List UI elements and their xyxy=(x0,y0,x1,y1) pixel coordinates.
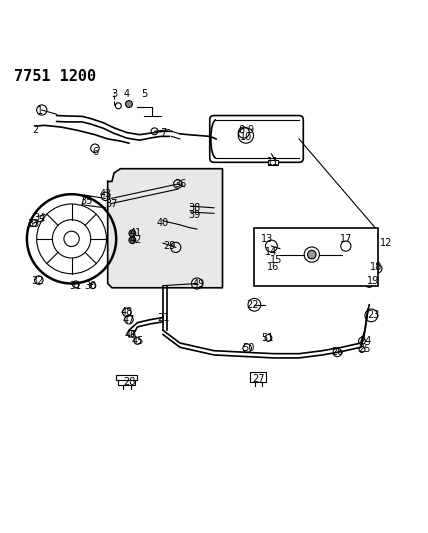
Text: 45: 45 xyxy=(131,336,144,346)
Circle shape xyxy=(129,237,136,244)
Bar xyxy=(116,375,137,379)
Text: 18: 18 xyxy=(369,262,382,272)
Text: 38: 38 xyxy=(189,203,201,213)
Text: 12: 12 xyxy=(380,238,392,248)
Text: 43: 43 xyxy=(99,189,112,199)
Text: 41: 41 xyxy=(129,228,142,238)
Text: 47: 47 xyxy=(123,314,135,325)
Polygon shape xyxy=(108,169,223,288)
Text: 4: 4 xyxy=(124,90,130,99)
Text: 30: 30 xyxy=(85,281,97,290)
Text: 22: 22 xyxy=(246,300,259,310)
Text: 36: 36 xyxy=(174,179,186,189)
Text: 48: 48 xyxy=(121,308,133,318)
Text: 24: 24 xyxy=(359,336,371,346)
Text: 50: 50 xyxy=(242,343,254,353)
Text: 3: 3 xyxy=(111,90,117,99)
Text: 25: 25 xyxy=(359,344,371,354)
Bar xyxy=(118,376,135,385)
Text: 15: 15 xyxy=(270,255,282,265)
Text: 6: 6 xyxy=(92,147,98,157)
Text: 23: 23 xyxy=(367,310,380,320)
Text: 33: 33 xyxy=(27,219,39,229)
Text: 40: 40 xyxy=(157,218,169,228)
FancyBboxPatch shape xyxy=(254,228,378,286)
Text: 2: 2 xyxy=(32,125,39,135)
Text: 7751 1200: 7751 1200 xyxy=(14,69,96,84)
Circle shape xyxy=(125,101,132,108)
Text: 11: 11 xyxy=(268,157,279,167)
Text: 49: 49 xyxy=(193,279,205,289)
FancyBboxPatch shape xyxy=(210,116,303,163)
Circle shape xyxy=(129,230,136,237)
Text: 21: 21 xyxy=(157,312,169,322)
Text: 19: 19 xyxy=(367,277,380,286)
Text: 8: 8 xyxy=(238,125,245,135)
Text: 16: 16 xyxy=(268,262,279,272)
Text: 31: 31 xyxy=(70,281,82,290)
Text: 1: 1 xyxy=(37,106,43,116)
Text: 29: 29 xyxy=(163,241,175,251)
Bar xyxy=(250,372,266,382)
Text: 27: 27 xyxy=(253,374,265,384)
Text: 28: 28 xyxy=(123,377,135,387)
Text: 37: 37 xyxy=(106,199,118,208)
Text: 7: 7 xyxy=(160,127,166,138)
Text: 42: 42 xyxy=(129,235,142,245)
Text: 13: 13 xyxy=(261,234,273,244)
Text: 46: 46 xyxy=(125,329,137,340)
Bar xyxy=(268,160,278,165)
Text: 35: 35 xyxy=(80,196,92,206)
Text: 5: 5 xyxy=(141,90,147,99)
Text: 32: 32 xyxy=(31,277,44,286)
Text: 34: 34 xyxy=(33,213,46,223)
Text: 9: 9 xyxy=(247,125,253,135)
Text: 51: 51 xyxy=(261,333,273,343)
Text: 17: 17 xyxy=(340,234,352,244)
Text: 14: 14 xyxy=(265,247,277,256)
Circle shape xyxy=(308,251,316,259)
Text: 39: 39 xyxy=(189,209,201,220)
Text: 26: 26 xyxy=(331,348,344,358)
Text: 10: 10 xyxy=(240,132,252,142)
